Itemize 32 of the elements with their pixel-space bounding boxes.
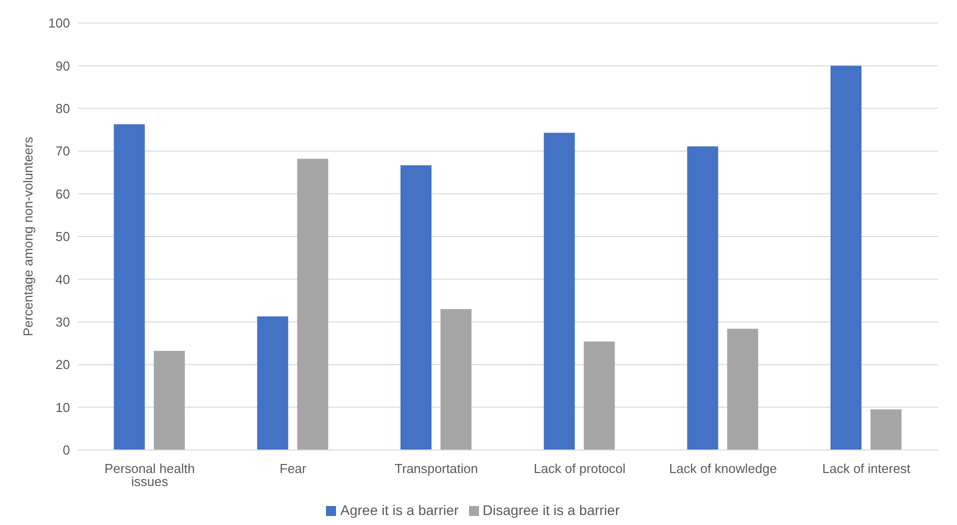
- y-tick-label: 100: [48, 16, 70, 31]
- x-tick-label: Transportation: [394, 461, 478, 476]
- bar: [727, 328, 758, 450]
- x-tick-label: Lack of knowledge: [669, 461, 777, 476]
- bar: [154, 350, 185, 450]
- y-tick-label: 50: [56, 229, 70, 244]
- y-tick-label: 40: [56, 272, 70, 287]
- x-tick-label: Fear: [280, 461, 308, 476]
- y-tick-label: 20: [56, 357, 70, 372]
- bar: [400, 165, 432, 450]
- y-axis-title: Percentage among non-volunteers: [20, 136, 36, 336]
- legend-label: Disagree it is a barrier: [482, 502, 620, 518]
- x-tick-label: Lack of interest: [822, 461, 911, 476]
- bar: [114, 124, 145, 450]
- bar: [440, 309, 472, 450]
- y-tick-label: 70: [56, 144, 70, 159]
- bar: [870, 409, 902, 450]
- legend-label: Agree it is a barrier: [340, 502, 459, 518]
- bar: [544, 132, 575, 450]
- x-tick-label: Lack of protocol: [534, 461, 626, 476]
- y-tick-label: 80: [56, 101, 70, 116]
- y-tick-label: 0: [62, 442, 70, 458]
- bar: [297, 158, 328, 450]
- y-tick-label: 60: [56, 186, 70, 202]
- x-tick-label: Personal health issues: [104, 461, 195, 490]
- y-tick-label: 30: [56, 314, 70, 330]
- bar: [257, 316, 288, 450]
- bar: [584, 342, 615, 450]
- bar: [830, 66, 862, 450]
- y-tick-label: 90: [56, 58, 70, 74]
- y-tick-label: 10: [56, 400, 70, 415]
- bar: [687, 146, 718, 450]
